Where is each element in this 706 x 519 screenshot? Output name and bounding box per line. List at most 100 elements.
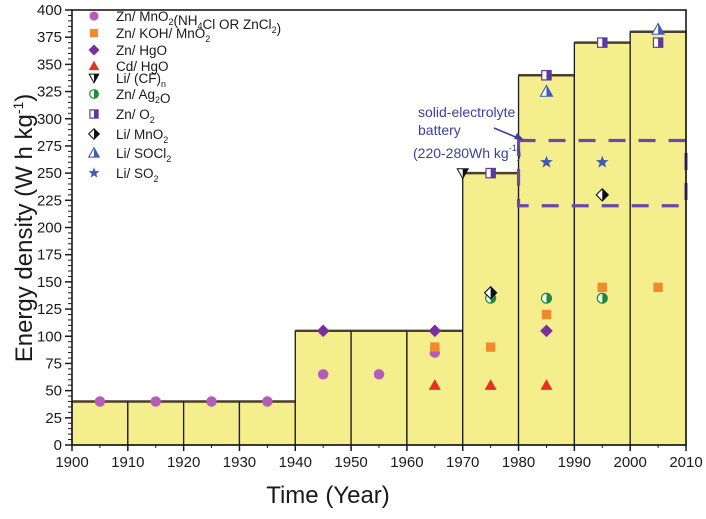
marker-shape: [317, 369, 329, 380]
legend-item: Li/ (CF)n: [88, 71, 166, 89]
legend-label-text: Li/ SO: [116, 166, 154, 181]
legend-marker: [89, 109, 99, 119]
marker-fill: [94, 89, 99, 99]
legend-marker: [87, 146, 101, 158]
legend-label: Zn/ Ag2O: [116, 87, 171, 106]
decade-bar: [573, 41, 631, 446]
data-point: [316, 324, 330, 338]
data-point: [262, 396, 273, 407]
y-tick-label: 50: [45, 383, 62, 400]
series-4: [456, 168, 470, 180]
marker-shape: [262, 396, 273, 407]
marker-fill: [602, 293, 608, 304]
marker-fill: [546, 293, 552, 304]
marker-shape: [595, 155, 609, 168]
y-tick-label: 325: [37, 84, 62, 101]
legend-label-subscript: 2: [205, 34, 210, 44]
decade-bar: [127, 400, 185, 446]
data-point: [595, 155, 609, 168]
marker-shape: [540, 379, 553, 390]
marker-shape: [89, 28, 99, 38]
y-tick-label: 25: [45, 410, 62, 427]
decade-bar: [350, 330, 408, 446]
data-point: [653, 282, 663, 292]
legend-label-text: Cl OR ZnCl: [203, 17, 272, 32]
marker-fill: [546, 70, 552, 80]
data-point: [539, 84, 554, 97]
legend-marker: [89, 11, 99, 21]
data-point: [150, 396, 161, 407]
x-tick-label: 1940: [279, 454, 312, 471]
legend-label-text: O: [160, 91, 171, 106]
annotation-line-2: battery: [418, 122, 461, 138]
series-6: [485, 37, 664, 179]
y-tick-label: 100: [37, 328, 62, 345]
legend-label-subscript: 2: [272, 25, 277, 35]
marker-fill: [462, 168, 469, 179]
x-tick-label: 2000: [613, 454, 646, 471]
legend-marker: [89, 89, 99, 99]
annotation-range-text: (220-280Wh kg: [413, 145, 509, 161]
data-point: [485, 342, 496, 352]
annotation-range-close: ): [517, 145, 522, 161]
data-points: [94, 22, 666, 407]
marker-shape: [540, 324, 553, 338]
y-tick-label: 175: [37, 247, 62, 264]
series-9: [540, 155, 609, 168]
y-tick-label: 225: [37, 192, 62, 209]
data-point: [540, 324, 553, 338]
marker-shape: [150, 396, 161, 407]
data-point: [540, 155, 553, 168]
marker-shape: [316, 324, 330, 338]
x-tick-label: 1900: [55, 454, 88, 471]
decade-bars: [71, 30, 687, 446]
marker-shape: [206, 396, 217, 407]
x-tick-label: 2010: [669, 454, 702, 471]
series-3: [428, 379, 553, 390]
data-point: [206, 396, 217, 407]
marker-shape: [484, 379, 497, 390]
legend-label-text: Li/ SOCl: [116, 146, 166, 161]
y-axis-title-close: ): [11, 94, 38, 102]
legend-item: Zn/ HgO: [88, 43, 167, 58]
marker-fill: [94, 109, 99, 119]
marker-fill: [490, 168, 496, 178]
legend-marker: [88, 44, 100, 56]
legend-label-subscript: n: [161, 79, 166, 89]
legend-item: Li/ SOCl2: [87, 146, 171, 164]
data-point: [596, 292, 608, 304]
y-tick-label: 250: [37, 165, 62, 182]
x-tick-label: 1930: [223, 454, 256, 471]
y-axis-title: Energy density (W h kg-1): [10, 94, 38, 363]
legend-label-subscript: 2: [154, 174, 159, 184]
y-tick-label: 350: [37, 56, 62, 73]
legend-label-text: Li/ (CF): [116, 71, 161, 86]
legend-label-text: Zn/ MnO: [116, 9, 169, 24]
legend-marker: [88, 73, 100, 84]
legend-label-text: Zn/ O: [116, 107, 150, 122]
legend-label: Zn/ KOH/ MnO2: [116, 26, 210, 44]
marker-shape: [597, 282, 607, 292]
legend-label-text: Zn/ KOH/ MnO: [116, 26, 205, 41]
legend-label-text: Cd/ HgO: [116, 59, 169, 74]
marker-shape: [428, 324, 442, 338]
marker-fill: [94, 128, 100, 140]
legend-label: Li/ SO2: [116, 166, 159, 184]
marker-fill: [490, 286, 497, 299]
x-tick-label: 1920: [167, 454, 200, 471]
x-tick-label: 1950: [334, 454, 367, 471]
x-tick-label: 1960: [390, 454, 423, 471]
axis-ticks: 1900 1910 1920 1930 1940 1950 1960 1970 1980 1990…: [37, 2, 703, 471]
data-point: [373, 369, 385, 380]
data-point: [540, 379, 553, 390]
marker-fill: [658, 37, 663, 48]
marker-shape: [88, 44, 100, 56]
marker-fill: [602, 37, 607, 48]
data-point: [596, 37, 608, 48]
series-7: [483, 188, 610, 300]
legend-item: Li/ MnO2: [87, 127, 168, 145]
annotation-arrow-head: [514, 133, 524, 140]
annotation: solid-electrolyte battery (220-280Wh kg-1): [413, 104, 524, 161]
legend-item: Zn/ MnO2(NH4Cl OR ZnCl2): [89, 9, 281, 36]
y-tick-label: 375: [37, 29, 62, 46]
